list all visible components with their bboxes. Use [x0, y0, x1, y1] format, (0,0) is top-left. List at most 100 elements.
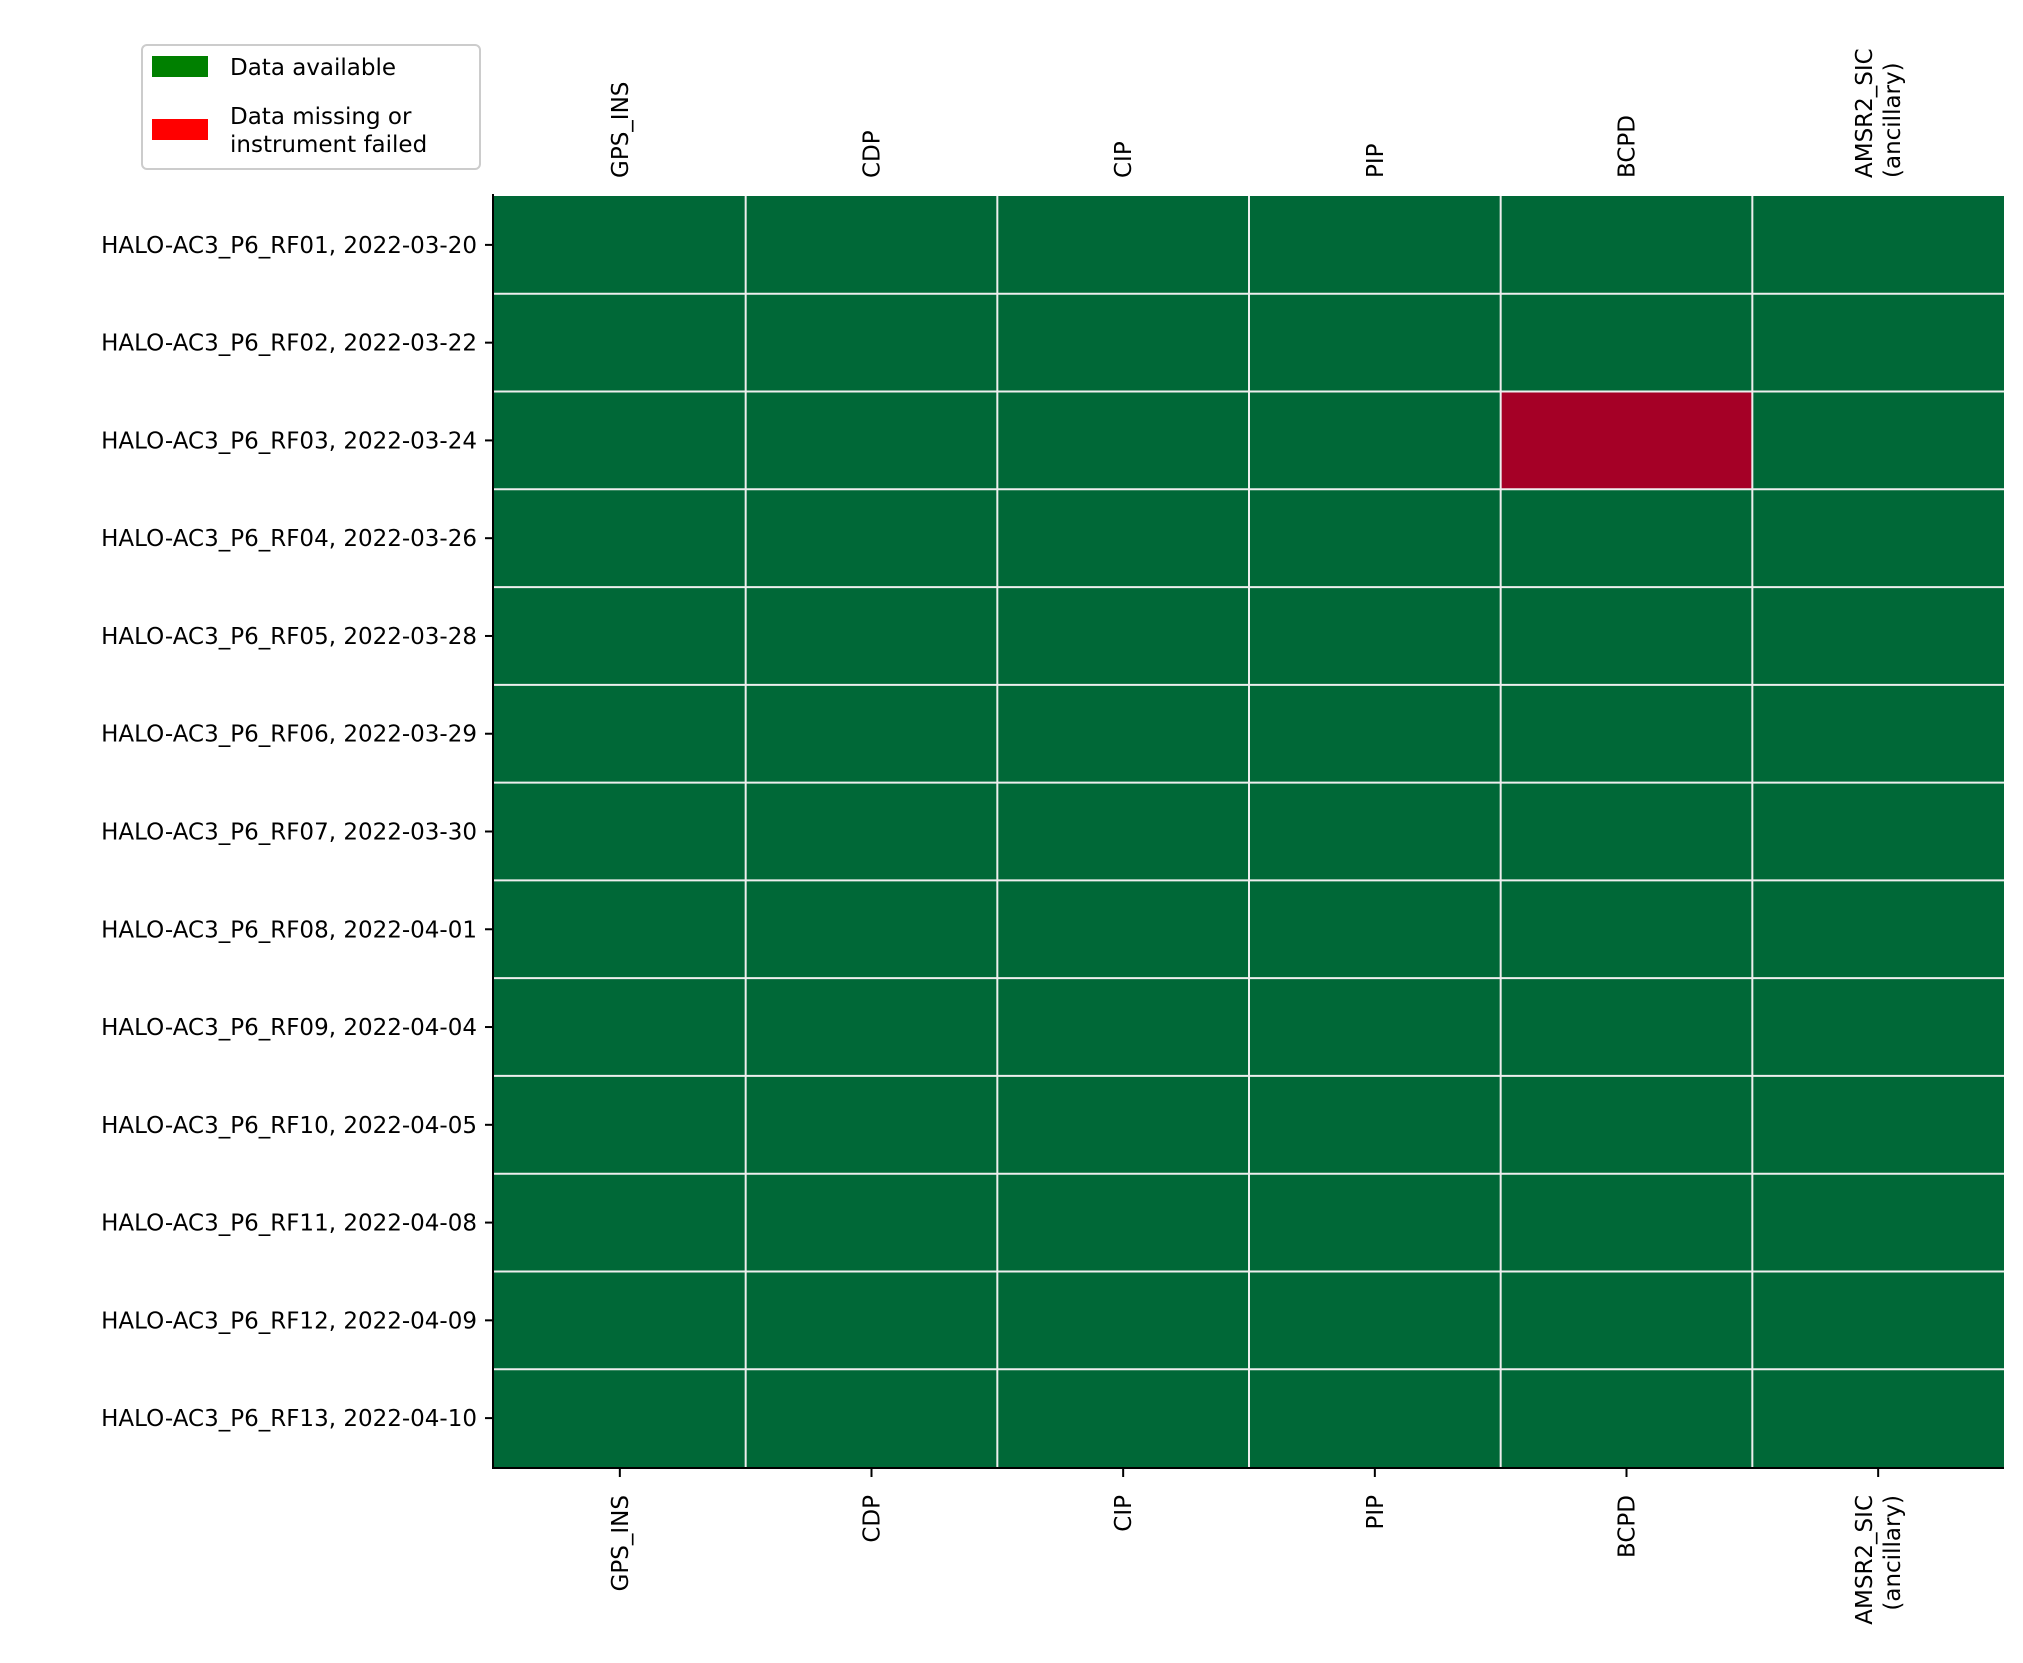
cell-halo-ac3-p6-rf06-pip [1249, 684, 1501, 783]
cell-halo-ac3-p6-rf06-cip [997, 684, 1249, 783]
column-label-bottom-line: PIP [1363, 1495, 1389, 1530]
legend-swatch [152, 119, 208, 140]
cell-halo-ac3-p6-rf12-cip [997, 1271, 1249, 1370]
column-labels-bottom: GPS_INS CDP CIP PIP BCPD AMSR2_SIC (ancillary) [608, 1468, 1906, 1625]
cell-halo-ac3-p6-rf12-pip [1249, 1271, 1501, 1370]
cell-halo-ac3-p6-rf09-amsr2-sic [1752, 978, 2004, 1076]
cell-halo-ac3-p6-rf04-cip [997, 489, 1249, 588]
row-label: HALO-AC3_P6_RF02, 2022-03-22 [101, 331, 477, 357]
cell-halo-ac3-p6-rf10-cip [997, 1075, 1249, 1174]
column-label-top: AMSR2_SIC (ancillary) [1852, 48, 1906, 178]
cell-halo-ac3-p6-rf01-pip [1249, 196, 1501, 294]
cell-halo-ac3-p6-rf11-gps-ins [494, 1173, 746, 1272]
cell-halo-ac3-p6-rf13-amsr2-sic [1752, 1369, 2004, 1467]
cell-halo-ac3-p6-rf11-pip [1249, 1173, 1501, 1272]
heatmap-cells [494, 196, 2004, 1467]
legend: Data available Data missing orinstrument … [141, 44, 481, 170]
column-label-top: CDP [860, 130, 886, 178]
cell-halo-ac3-p6-rf05-amsr2-sic [1752, 587, 2004, 685]
cell-halo-ac3-p6-rf03-pip [1249, 391, 1501, 490]
cell-halo-ac3-p6-rf08-pip [1249, 880, 1501, 979]
cell-halo-ac3-p6-rf07-pip [1249, 782, 1501, 881]
column-label-bottom: BCPD [1615, 1495, 1641, 1558]
cell-halo-ac3-p6-rf02-pip [1249, 293, 1501, 392]
row-label: HALO-AC3_P6_RF13, 2022-04-10 [101, 1406, 477, 1432]
cell-halo-ac3-p6-rf09-cdp [745, 978, 998, 1076]
cell-halo-ac3-p6-rf10-amsr2-sic [1752, 1075, 2004, 1174]
cell-halo-ac3-p6-rf09-bcpd [1500, 978, 1753, 1076]
legend-label: instrument failed [230, 132, 427, 158]
cell-halo-ac3-p6-rf04-bcpd [1500, 489, 1753, 588]
column-label-bottom: CDP [860, 1495, 886, 1543]
cell-halo-ac3-p6-rf11-cip [997, 1173, 1249, 1272]
cell-halo-ac3-p6-rf13-pip [1249, 1369, 1501, 1467]
cell-halo-ac3-p6-rf06-bcpd [1500, 684, 1753, 783]
row-label: HALO-AC3_P6_RF05, 2022-03-28 [101, 624, 477, 650]
column-label-bottom: CIP [1111, 1495, 1137, 1532]
legend-frame [141, 44, 481, 170]
cell-halo-ac3-p6-rf13-cip [997, 1369, 1249, 1467]
cell-halo-ac3-p6-rf12-cdp [745, 1271, 998, 1370]
cell-halo-ac3-p6-rf09-pip [1249, 978, 1501, 1076]
cell-halo-ac3-p6-rf08-bcpd [1500, 880, 1753, 979]
cell-halo-ac3-p6-rf09-cip [997, 978, 1249, 1076]
column-label-top-line: BCPD [1615, 115, 1641, 178]
column-label-bottom-line: AMSR2_SIC [1852, 1495, 1878, 1625]
column-label-bottom-line: CDP [860, 1495, 886, 1543]
cell-halo-ac3-p6-rf02-cip [997, 293, 1249, 392]
column-label-top: BCPD [1615, 115, 1641, 178]
column-label-top: CIP [1111, 141, 1137, 178]
legend-label: Data available [230, 55, 396, 81]
cell-halo-ac3-p6-rf08-cdp [745, 880, 998, 979]
column-label-top: GPS_INS [608, 82, 634, 178]
cell-halo-ac3-p6-rf01-cdp [745, 196, 998, 294]
cell-halo-ac3-p6-rf04-gps-ins [494, 489, 746, 588]
column-label-top-line: AMSR2_SIC [1852, 48, 1878, 178]
row-labels: HALO-AC3_P6_RF01, 2022-03-20 HALO-AC3_P6_… [101, 233, 493, 1432]
cell-halo-ac3-p6-rf06-cdp [745, 684, 998, 783]
cell-halo-ac3-p6-rf01-cip [997, 196, 1249, 294]
cell-halo-ac3-p6-rf04-pip [1249, 489, 1501, 588]
cell-halo-ac3-p6-rf12-bcpd [1500, 1271, 1753, 1370]
cell-halo-ac3-p6-rf05-gps-ins [494, 587, 746, 685]
cell-halo-ac3-p6-rf13-cdp [745, 1369, 998, 1467]
cell-halo-ac3-p6-rf10-gps-ins [494, 1075, 746, 1174]
column-label-bottom: GPS_INS [608, 1495, 634, 1591]
column-label-top: PIP [1363, 143, 1389, 178]
cell-halo-ac3-p6-rf11-cdp [745, 1173, 998, 1272]
cell-halo-ac3-p6-rf08-amsr2-sic [1752, 880, 2004, 979]
cell-halo-ac3-p6-rf06-gps-ins [494, 684, 746, 783]
row-label: HALO-AC3_P6_RF12, 2022-04-09 [101, 1308, 477, 1334]
cell-halo-ac3-p6-rf05-pip [1249, 587, 1501, 685]
cell-halo-ac3-p6-rf01-gps-ins [494, 196, 746, 294]
row-label: HALO-AC3_P6_RF07, 2022-03-30 [101, 820, 477, 846]
cell-halo-ac3-p6-rf12-amsr2-sic [1752, 1271, 2004, 1370]
cell-halo-ac3-p6-rf04-amsr2-sic [1752, 489, 2004, 588]
cell-halo-ac3-p6-rf03-bcpd [1500, 391, 1753, 490]
column-label-bottom: AMSR2_SIC (ancillary) [1852, 1495, 1906, 1625]
cell-halo-ac3-p6-rf03-gps-ins [494, 391, 746, 490]
column-label-bottom-line: GPS_INS [608, 1495, 634, 1591]
column-label-top-line: CIP [1111, 141, 1137, 178]
column-label-bottom-line: CIP [1111, 1495, 1137, 1532]
legend-label: Data missing or [230, 104, 412, 130]
column-label-bottom-line: BCPD [1615, 1495, 1641, 1558]
row-label: HALO-AC3_P6_RF10, 2022-04-05 [101, 1113, 477, 1139]
cell-halo-ac3-p6-rf07-gps-ins [494, 782, 746, 881]
cell-halo-ac3-p6-rf03-cdp [745, 391, 998, 490]
row-label: HALO-AC3_P6_RF01, 2022-03-20 [101, 233, 477, 259]
cell-halo-ac3-p6-rf03-cip [997, 391, 1249, 490]
cell-halo-ac3-p6-rf13-bcpd [1500, 1369, 1753, 1467]
row-label: HALO-AC3_P6_RF09, 2022-04-04 [101, 1015, 477, 1041]
column-labels-top: GPS_INS CDP CIP PIP BCPD AMSR2_SIC (ancillary) [608, 48, 1906, 178]
cell-halo-ac3-p6-rf12-gps-ins [494, 1271, 746, 1370]
cell-halo-ac3-p6-rf10-bcpd [1500, 1075, 1753, 1174]
cell-halo-ac3-p6-rf02-cdp [745, 293, 998, 392]
legend-swatch [152, 56, 208, 77]
cell-halo-ac3-p6-rf01-bcpd [1500, 196, 1753, 294]
cell-halo-ac3-p6-rf02-gps-ins [494, 293, 746, 392]
cell-halo-ac3-p6-rf07-cip [997, 782, 1249, 881]
column-label-top-line: CDP [860, 130, 886, 178]
cell-halo-ac3-p6-rf11-amsr2-sic [1752, 1173, 2004, 1272]
column-label-top-line: PIP [1363, 143, 1389, 178]
